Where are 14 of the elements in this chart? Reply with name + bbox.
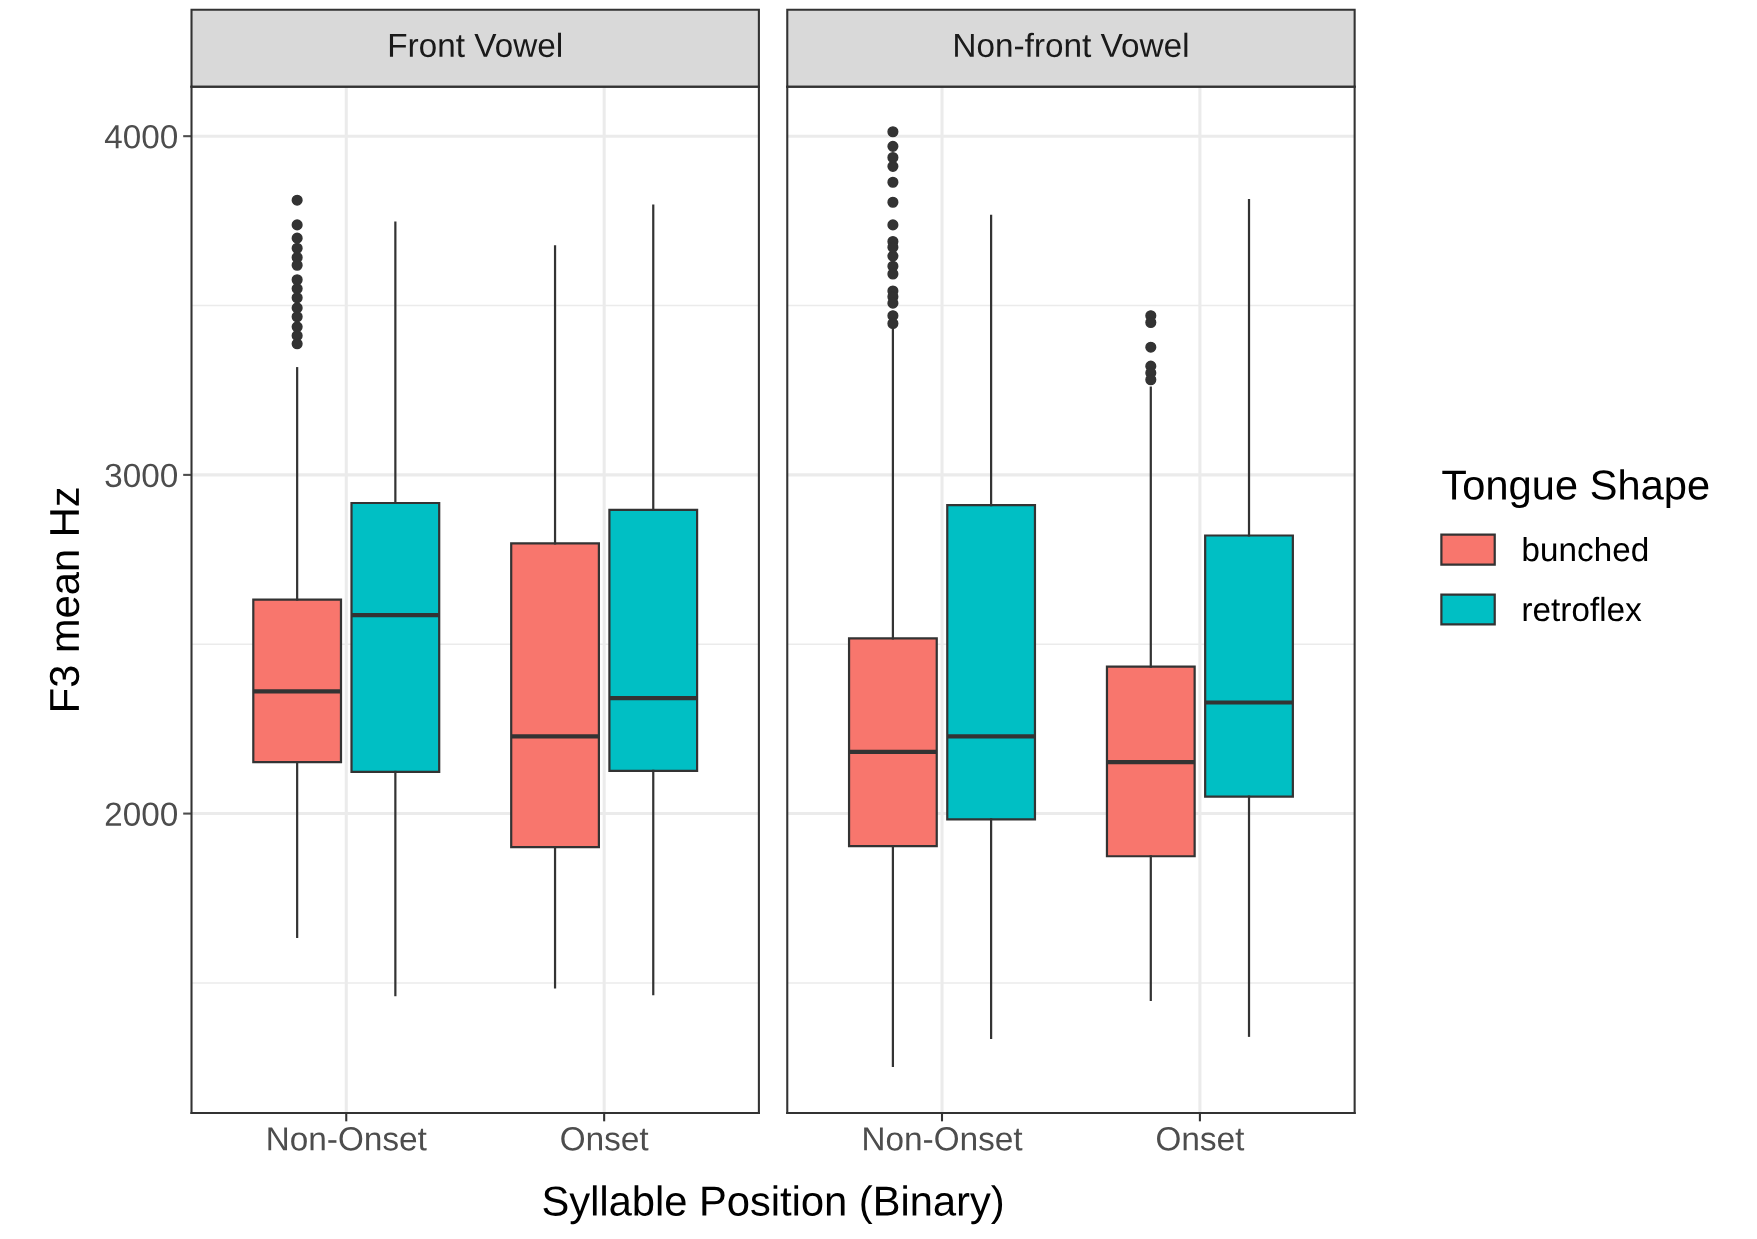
x-tick-label: Non-Onset [864, 1127, 1023, 1151]
x-axis-title: Syllable Position (Binary) [543, 1185, 1003, 1225]
x-tick-label: Non-Onset [268, 1127, 427, 1151]
legend-label: bunched [1523, 536, 1648, 562]
chart-title: Non-front Vowel [955, 32, 1188, 58]
y-axis-title: F3 mean Hz [49, 488, 80, 710]
legend-label: retroflex [1523, 596, 1642, 622]
y-tick-label: 3000 [105, 463, 178, 488]
x-tick-label: Onset [561, 1127, 649, 1151]
y-tick-label: 2000 [105, 802, 178, 826]
chart-title: Front Vowel [389, 32, 561, 58]
legend-title: Tongue Shape [1442, 469, 1709, 509]
x-tick-label: Onset [1157, 1127, 1245, 1151]
y-tick-label: 4000 [104, 124, 178, 149]
